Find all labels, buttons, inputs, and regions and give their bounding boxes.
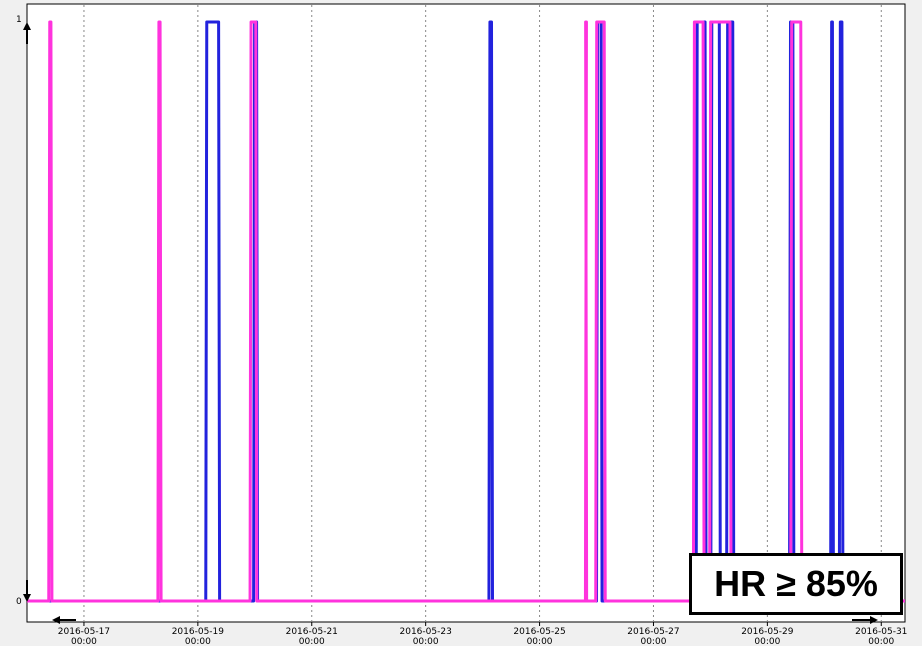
axes: 1 0: [16, 15, 878, 624]
x-tick-label-date: 2016-05-21: [286, 627, 338, 637]
hr-threshold-label: HR ≥ 85%: [689, 553, 903, 615]
y-axis-up-arrow-icon: [23, 22, 31, 44]
y-tick-label-min: 0: [16, 597, 22, 607]
x-tick-label-date: 2016-05-25: [513, 627, 565, 637]
x-tick-label-time: 00:00: [299, 637, 325, 646]
x-tick-label-time: 00:00: [185, 637, 211, 646]
x-tick-label-date: 2016-05-23: [400, 627, 452, 637]
x-tick-label-time: 00:00: [527, 637, 553, 646]
x-axis-left-arrow-icon: [52, 616, 76, 624]
x-tick-label-date: 2016-05-27: [627, 627, 679, 637]
x-tick-label-date: 2016-05-29: [741, 627, 794, 637]
x-tick-label-time: 00:00: [640, 637, 666, 646]
x-tick-label-date: 2016-05-17: [58, 627, 110, 637]
x-tick-label-time: 00:00: [413, 637, 439, 646]
y-axis-down-arrow-icon: [23, 580, 31, 602]
y-tick-label-max: 1: [16, 15, 22, 25]
x-tick-label-date: 2016-05-19: [172, 627, 225, 637]
x-tick-label-time: 00:00: [754, 637, 780, 646]
plot-area: [26, 3, 906, 623]
x-tick-label-time: 00:00: [868, 637, 894, 646]
x-axis-right-arrow-icon: [852, 616, 878, 624]
x-tick-label-time: 00:00: [71, 637, 97, 646]
x-tick-label-date: 2016-05-31: [855, 627, 907, 637]
series-line-2: [27, 20, 905, 603]
x-axis-ticks: 2016-05-1700:002016-05-1900:002016-05-21…: [58, 622, 907, 646]
